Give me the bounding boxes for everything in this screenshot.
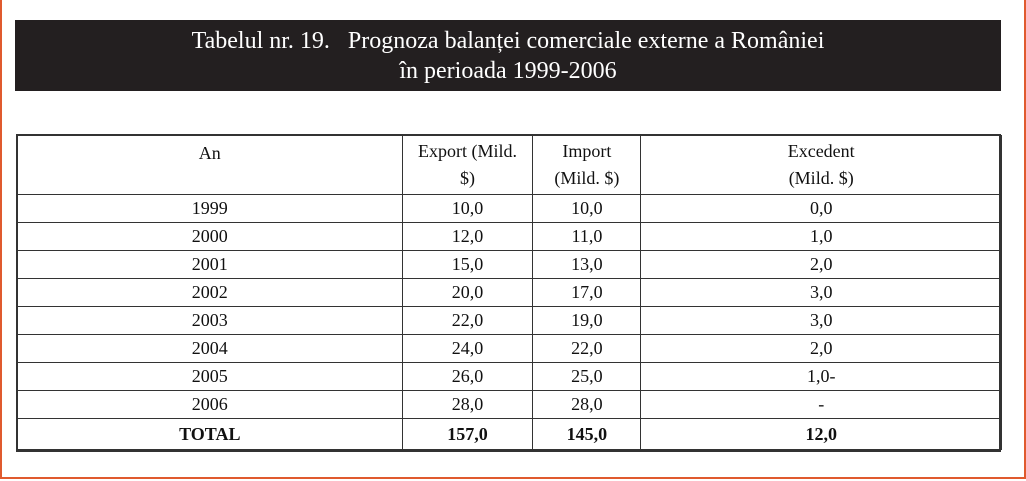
cell-year: 2006 xyxy=(17,390,403,419)
cell-import: 10,0 xyxy=(532,194,642,223)
cell-surplus: 1,0- xyxy=(640,362,1002,391)
cell-surplus: - xyxy=(640,390,1002,419)
header-surplus-line-2: (Mild. $) xyxy=(788,168,854,188)
table-caption: Tabelul nr. 19. Prognoza balanței comerc… xyxy=(15,20,1001,91)
cell-year: 1999 xyxy=(17,194,403,223)
cell-export: 28,0 xyxy=(401,390,534,419)
total-surplus: 12,0 xyxy=(640,418,1002,450)
cell-import: 28,0 xyxy=(532,390,642,419)
table-row: 2006 28,0 28,0 - xyxy=(17,390,1002,419)
cell-year: 2005 xyxy=(17,362,403,391)
header-year-label: An xyxy=(198,143,221,163)
header-import-line-1: Import xyxy=(562,141,612,161)
cell-year: 2001 xyxy=(17,250,403,279)
cell-import: 19,0 xyxy=(532,306,642,335)
cell-surplus: 3,0 xyxy=(640,278,1002,307)
cell-surplus: 2,0 xyxy=(640,334,1002,363)
total-label: TOTAL xyxy=(17,418,403,450)
cell-export: 15,0 xyxy=(401,250,534,279)
table-row: 2000 12,0 11,0 1,0 xyxy=(17,222,1002,251)
header-row: An Export (Mild. $) Import (Mild. $) Exc… xyxy=(17,135,1002,195)
header-surplus: Excedent (Mild. $) xyxy=(640,135,1002,195)
header-import: Import (Mild. $) xyxy=(532,135,642,195)
cell-export: 26,0 xyxy=(401,362,534,391)
cell-export: 10,0 xyxy=(401,194,534,223)
total-row: TOTAL 157,0 145,0 12,0 xyxy=(17,418,1002,450)
table-row: 2001 15,0 13,0 2,0 xyxy=(17,250,1002,279)
cell-export: 22,0 xyxy=(401,306,534,335)
table-row: 1999 10,0 10,0 0,0 xyxy=(17,194,1002,223)
cell-year: 2000 xyxy=(17,222,403,251)
caption-line-1: Tabelul nr. 19. Prognoza balanței comerc… xyxy=(191,28,825,54)
cell-export: 12,0 xyxy=(401,222,534,251)
cell-export: 24,0 xyxy=(401,334,534,363)
table-row: 2002 20,0 17,0 3,0 xyxy=(17,278,1002,307)
cell-year: 2003 xyxy=(17,306,403,335)
header-surplus-line-1: Excedent xyxy=(787,141,855,161)
total-import: 145,0 xyxy=(532,418,642,450)
cell-year: 2002 xyxy=(17,278,403,307)
table-row: 2003 22,0 19,0 3,0 xyxy=(17,306,1002,335)
cell-year: 2004 xyxy=(17,334,403,363)
cell-import: 25,0 xyxy=(532,362,642,391)
cell-import: 17,0 xyxy=(532,278,642,307)
cell-surplus: 2,0 xyxy=(640,250,1002,279)
table-row: 2004 24,0 22,0 2,0 xyxy=(17,334,1002,363)
header-year: An xyxy=(17,135,403,195)
cell-export: 20,0 xyxy=(401,278,534,307)
total-export: 157,0 xyxy=(401,418,534,450)
cell-import: 13,0 xyxy=(532,250,642,279)
header-export: Export (Mild. $) xyxy=(401,135,534,195)
cell-import: 11,0 xyxy=(532,222,642,251)
cell-surplus: 0,0 xyxy=(640,194,1002,223)
caption-line-2: în perioada 1999-2006 xyxy=(399,58,617,84)
cell-import: 22,0 xyxy=(532,334,642,363)
cell-surplus: 3,0 xyxy=(640,306,1002,335)
header-import-line-2: (Mild. $) xyxy=(554,168,620,188)
table-row: 2005 26,0 25,0 1,0- xyxy=(17,362,1002,391)
header-export-line-1: Export (Mild. xyxy=(418,141,517,161)
cell-surplus: 1,0 xyxy=(640,222,1002,251)
trade-balance-table: An Export (Mild. $) Import (Mild. $) Exc… xyxy=(17,135,1002,450)
header-export-line-2: $) xyxy=(460,168,475,188)
